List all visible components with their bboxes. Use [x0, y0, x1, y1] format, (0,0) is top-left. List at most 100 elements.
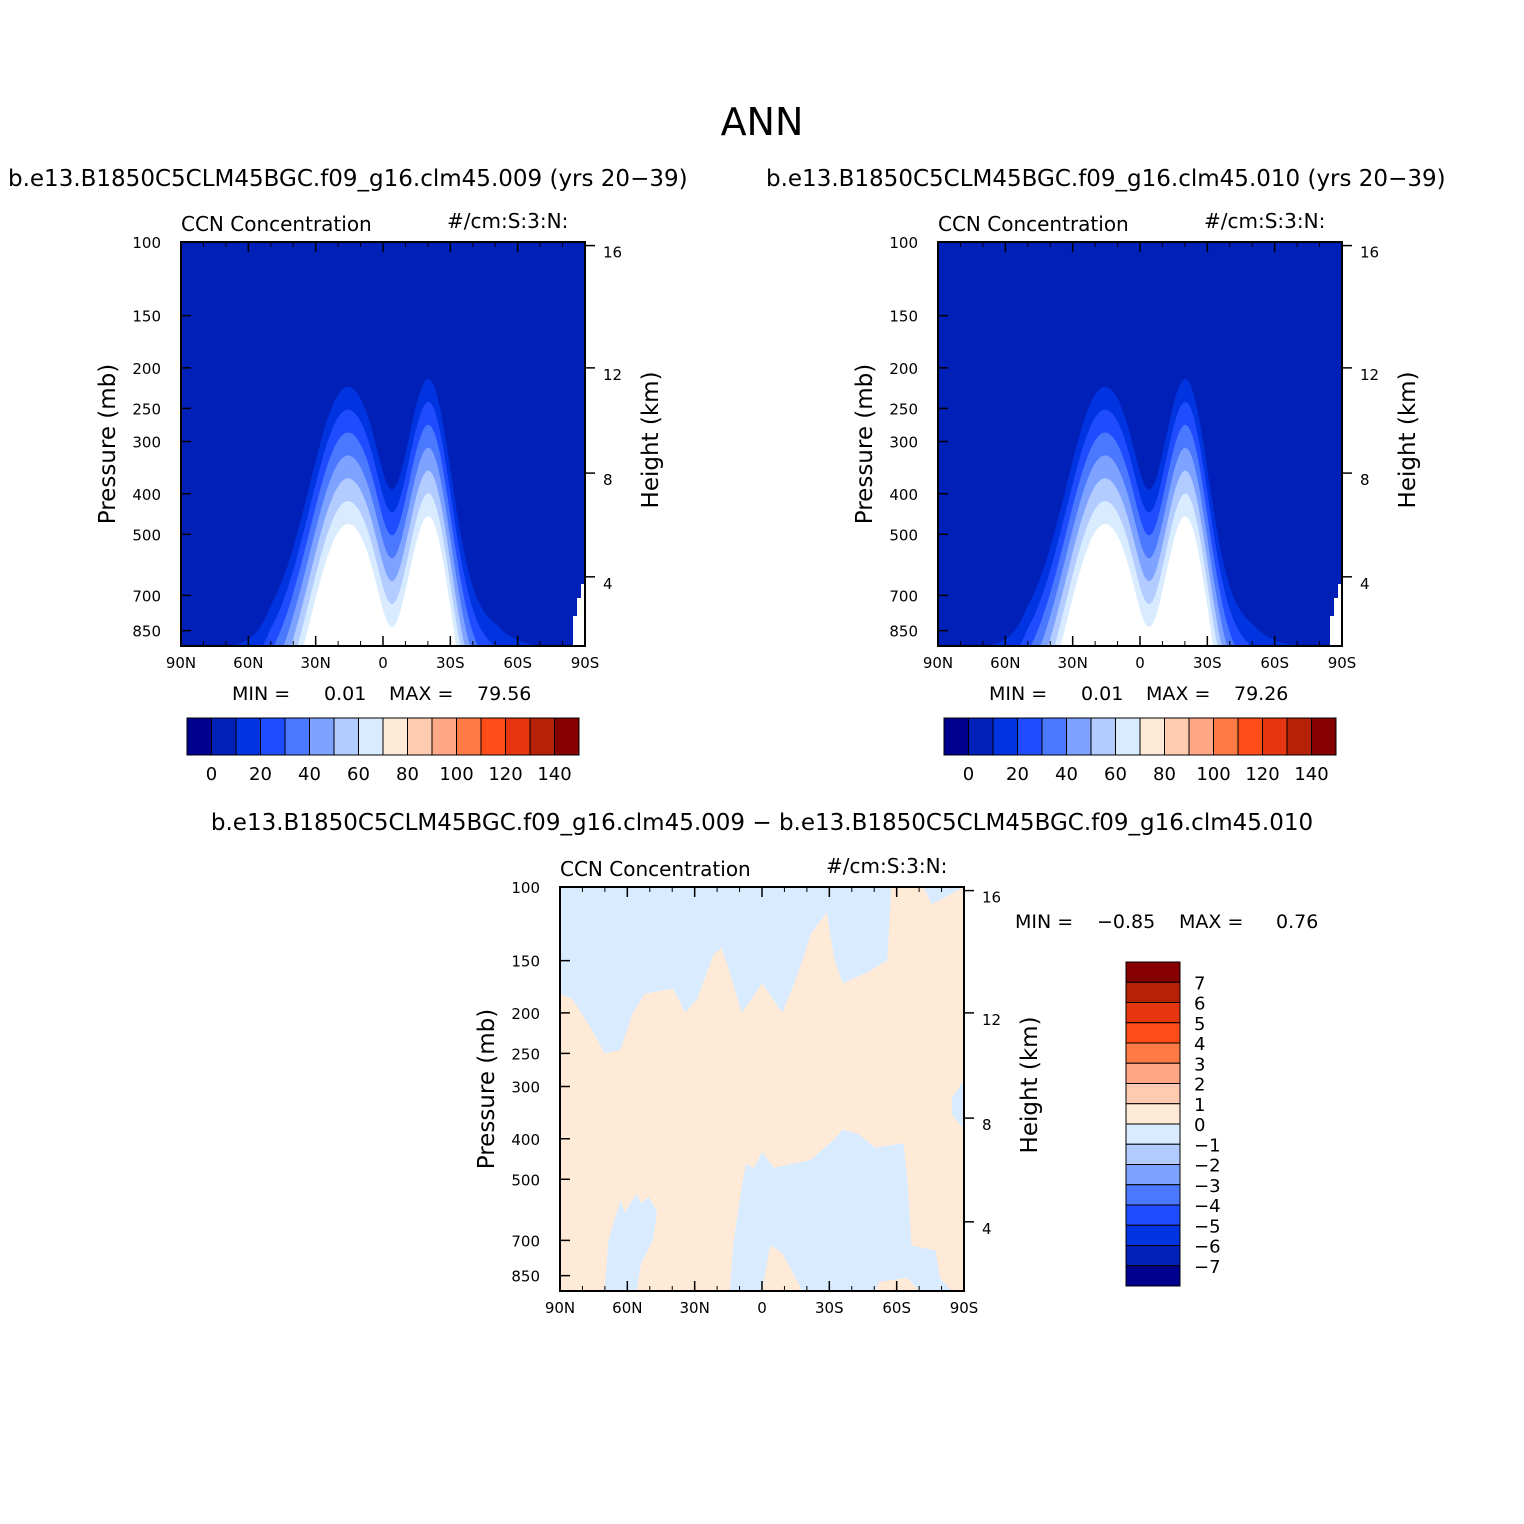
- x-tick-label: 30S: [436, 654, 465, 672]
- colorbar-box: [1188, 717, 1214, 756]
- x-tick-label: 60N: [233, 654, 263, 672]
- y2-tick-label: 16: [982, 889, 1001, 907]
- colorbar-label: −1: [1194, 1135, 1221, 1156]
- y-tick-label: 850: [889, 623, 918, 641]
- y-tick-label: 850: [132, 623, 161, 641]
- colorbar-label: 0: [963, 764, 974, 785]
- colorbar-box: [1125, 1164, 1181, 1186]
- colorbar-box: [333, 717, 359, 756]
- colorbar-box: [1311, 717, 1337, 756]
- negative-region-upper: [560, 887, 892, 1054]
- y-axis-label: Pressure (mb): [852, 364, 878, 524]
- colorbar-box: [505, 717, 531, 756]
- x-tick-label: 90S: [1328, 654, 1357, 672]
- y-tick-label: 500: [132, 526, 161, 544]
- colorbar-label: 5: [1194, 1014, 1205, 1035]
- y-tick-label: 100: [511, 879, 540, 897]
- y-tick-label: 700: [132, 587, 161, 605]
- subtitle-left: CCN Concentration: [181, 212, 372, 236]
- colorbar-box: [456, 717, 482, 756]
- colorbar-label: −2: [1194, 1156, 1221, 1177]
- colorbar-box: [1125, 1245, 1181, 1267]
- colorbar-label: 0: [206, 764, 217, 785]
- y-axis-label: Pressure (mb): [474, 1009, 500, 1169]
- x-tick-label: 90N: [923, 654, 953, 672]
- colorbar-box: [407, 717, 433, 756]
- x-tick-label: 90N: [545, 1299, 575, 1317]
- x-tick-label: 30N: [1058, 654, 1088, 672]
- colorbar-box: [235, 717, 261, 756]
- x-tick-label: 90S: [950, 1299, 979, 1317]
- y-tick-label: 200: [889, 360, 918, 378]
- y2-tick-label: 4: [1360, 575, 1370, 593]
- y2-tick-label: 16: [603, 244, 622, 262]
- x-tick-label: 30S: [815, 1299, 844, 1317]
- colorbar-box: [1262, 717, 1288, 756]
- colorbar-box: [968, 717, 994, 756]
- max-label: MAX =: [1146, 683, 1210, 705]
- negative-region-right-edge: [951, 1080, 964, 1130]
- subtitle-left: CCN Concentration: [938, 212, 1129, 236]
- colorbar-box: [1125, 1184, 1181, 1206]
- x-tick-label: 30N: [301, 654, 331, 672]
- colorbar-label: −7: [1194, 1257, 1221, 1278]
- y-tick-label: 700: [889, 587, 918, 605]
- colorbar-box: [943, 717, 969, 756]
- colorbar-label: 7: [1194, 973, 1205, 994]
- y2-tick-label: 8: [1360, 471, 1370, 489]
- colorbar-label: 4: [1194, 1034, 1205, 1055]
- colorbar-label: 6: [1194, 994, 1205, 1015]
- subtitle-units: #/cm:S:3:N:: [447, 209, 568, 233]
- colorbar-box: [211, 717, 237, 756]
- y-tick-label: 400: [132, 486, 161, 504]
- colorbar-box: [1237, 717, 1263, 756]
- colorbar-label: 40: [298, 764, 321, 785]
- y-tick-label: 300: [889, 434, 918, 452]
- colorbar-label: 2: [1194, 1075, 1205, 1096]
- x-tick-label: 30S: [1193, 654, 1222, 672]
- colorbar-label: −4: [1194, 1196, 1221, 1217]
- y-tick-label: 500: [889, 526, 918, 544]
- colorbar-box: [1125, 961, 1181, 983]
- y-tick-label: 100: [889, 234, 918, 252]
- colorbar-label: 3: [1194, 1054, 1205, 1075]
- colorbar-box: [1286, 717, 1312, 756]
- y-axis-label: Pressure (mb): [95, 364, 121, 524]
- colorbar-label: 80: [1153, 764, 1176, 785]
- colorbar-box: [1125, 1042, 1181, 1064]
- colorbar-box: [1066, 717, 1092, 756]
- y-tick-label: 300: [132, 434, 161, 452]
- colorbar-box: [260, 717, 286, 756]
- x-tick-label: 60S: [503, 654, 532, 672]
- colorbar-box: [1125, 1204, 1181, 1226]
- colorbar-box: [1090, 717, 1116, 756]
- x-tick-label: 60N: [990, 654, 1020, 672]
- y2-axis-label: Height (km): [638, 371, 664, 508]
- colorbar-box: [309, 717, 335, 756]
- max-label: MAX =: [1179, 911, 1243, 933]
- colorbar-box: [1017, 717, 1043, 756]
- x-tick-label: 0: [378, 654, 388, 672]
- colorbar-box: [1125, 1224, 1181, 1246]
- colorbar-box: [1139, 717, 1165, 756]
- colorbar-box: [554, 717, 580, 756]
- colorbar-box: [1125, 981, 1181, 1003]
- y-tick-label: 250: [511, 1045, 540, 1063]
- missing-data: [573, 584, 585, 646]
- colorbar-box: [1125, 1002, 1181, 1024]
- difference-title: b.e13.B1850C5CLM45BGC.f09_g16.clm45.009 …: [210, 810, 1314, 836]
- min-value: 0.01: [324, 683, 366, 705]
- subtitle-left: CCN Concentration: [560, 857, 751, 881]
- max-value: 79.26: [1234, 683, 1288, 705]
- y2-tick-label: 16: [1360, 244, 1379, 262]
- min-value: −0.85: [1097, 911, 1155, 933]
- colorbar-label: −3: [1194, 1176, 1221, 1197]
- x-tick-label: 90S: [571, 654, 600, 672]
- colorbar-box: [992, 717, 1018, 756]
- colorbar-box: [1125, 1062, 1181, 1084]
- subtitle-units: #/cm:S:3:N:: [826, 854, 947, 878]
- y2-axis-label: Height (km): [1017, 1016, 1043, 1153]
- panel-2: [559, 886, 974, 1292]
- colorbar-box: [358, 717, 384, 756]
- plot-area: [181, 242, 585, 646]
